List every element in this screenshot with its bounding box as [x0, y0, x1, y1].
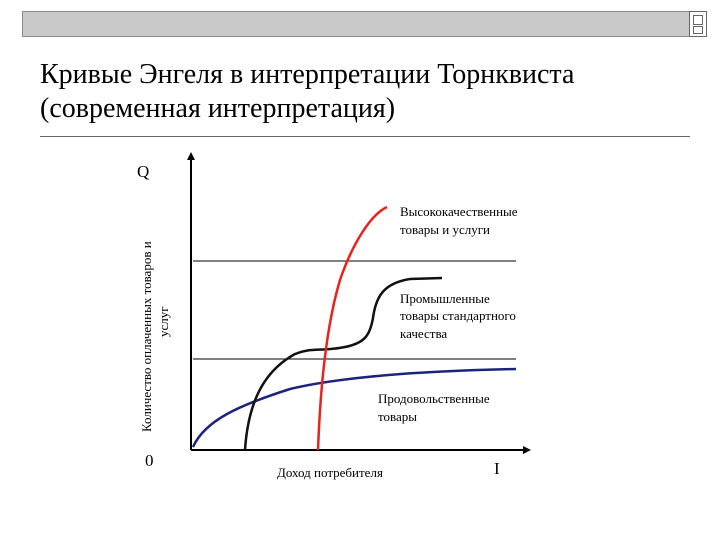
label-high-quality-line-1: Высококачественные [400, 204, 518, 219]
top-bar [22, 11, 690, 37]
label-food-line-2: товары [378, 409, 417, 424]
corner-square-top [693, 15, 703, 25]
label-food-line-1: Продовольственные [378, 391, 490, 406]
y-axis-label-line-2: услуг [156, 306, 171, 337]
curve-food-goods [191, 367, 517, 448]
slide-title: Кривые Энгеля в интерпретации Торнквиста… [40, 58, 690, 126]
title-line-2: (современная интерпретация) [40, 93, 396, 124]
origin-label: 0 [145, 451, 154, 470]
curve-high-quality-goods [316, 205, 388, 451]
title-divider [40, 136, 690, 137]
title-line-1: Кривые Энгеля в интерпретации Торнквиста [40, 59, 575, 90]
x-axis-symbol: I [494, 459, 500, 478]
x-axis-label: Доход потребителя [277, 465, 383, 480]
corner-decoration [689, 11, 707, 37]
label-industrial-line-1: Промышленные [400, 291, 490, 306]
label-industrial-line-2: товары стандартного [400, 308, 516, 323]
corner-square-bottom [693, 26, 703, 34]
curve-industrial-goods [243, 276, 443, 451]
label-industrial-line-3: качества [400, 326, 447, 341]
y-axis-symbol: Q [137, 162, 149, 181]
label-high-quality-line-2: товары и услуги [400, 222, 490, 237]
y-axis-label-line-1: Количество оплаченных товаров и [139, 241, 154, 432]
